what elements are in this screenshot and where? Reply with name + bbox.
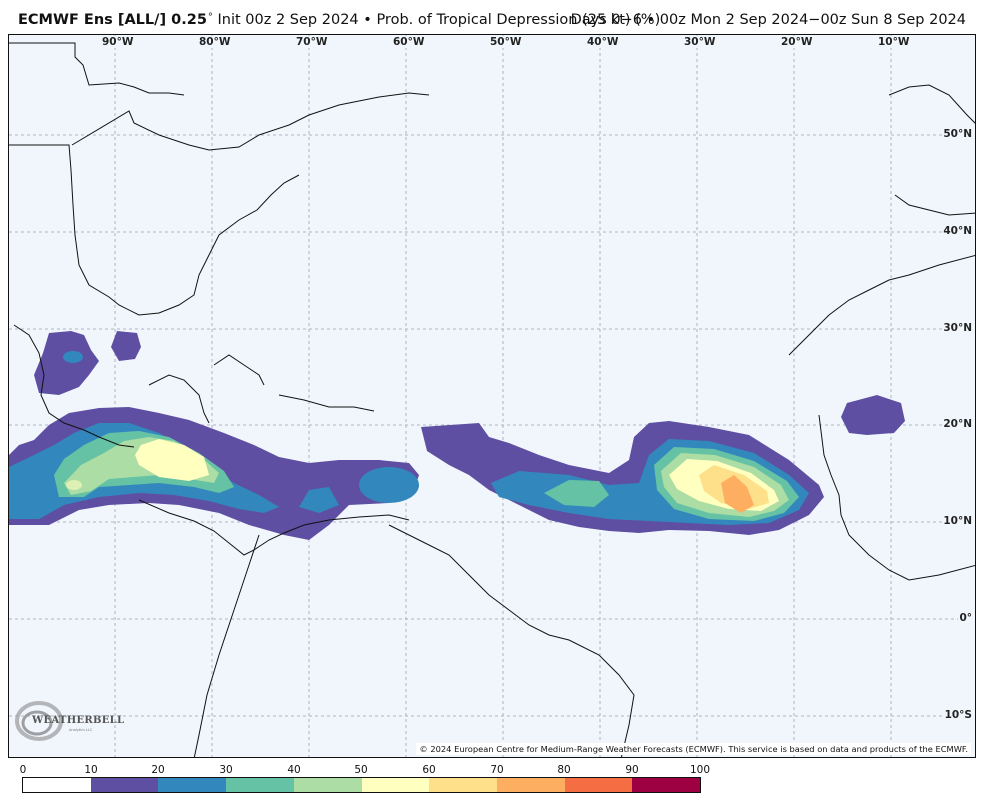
map-panel: 90°W 80°W 70°W 60°W 50°W 40°W 30°W 20°W … (8, 34, 976, 758)
lat-label-30n: 30°N (942, 322, 973, 334)
colorbar-bin-70-80 (496, 778, 565, 792)
lon-label-60w: 60°W (392, 36, 426, 48)
lon-label-80w: 80°W (198, 36, 232, 48)
colorbar-bin-30-40 (226, 778, 294, 792)
lat-label-10n: 10°N (942, 515, 973, 527)
colorbar-bin-90-100 (632, 778, 701, 792)
swirl-icon (15, 701, 63, 741)
colorbar-bin-40-50 (293, 778, 362, 792)
weatherbell-logo: WEATHERBELL Analytics LLC (13, 699, 124, 743)
lon-label-30w: 30°W (683, 36, 717, 48)
lat-label-10s: 10°S (943, 709, 973, 721)
lat-label-50n: 50°N (942, 128, 973, 140)
colorbar-bin-80-90 (564, 778, 633, 792)
colorbar-tick: 80 (557, 764, 571, 776)
lat-label-20n: 20°N (942, 418, 973, 430)
degree-symbol: ° (207, 12, 213, 23)
colorbar-tick: 20 (151, 764, 165, 776)
colorbar-tick: 90 (625, 764, 639, 776)
lat-label-0: 0° (958, 612, 973, 624)
probability-shading (9, 331, 905, 540)
colorbar-tick: 0 (19, 764, 27, 776)
colorbar-tick: 70 (490, 764, 504, 776)
colorbar-tick: 50 (354, 764, 368, 776)
lat-label-40n: 40°N (942, 225, 973, 237)
colorbar-tick: 10 (84, 764, 98, 776)
title-bullet: • (363, 12, 372, 28)
init-time: Init 00z 2 Sep 2024 (217, 12, 359, 28)
colorbar (22, 777, 701, 793)
colorbar-tick: 100 (689, 764, 711, 776)
lon-label-70w: 70°W (295, 36, 329, 48)
valid-period: Days 0−6 • 00z Mon 2 Sep 2024−00z Sun 8 … (570, 12, 966, 28)
coastlines (9, 42, 975, 757)
title-bar: ECMWF Ens [ALL/] 0.25° Init 00z 2 Sep 20… (0, 0, 984, 34)
colorbar-bin-10-20 (90, 778, 159, 792)
lon-label-50w: 50°W (489, 36, 523, 48)
colorbar-bin-60-70 (429, 778, 497, 792)
colorbar-tick: 60 (422, 764, 436, 776)
map-title: ECMWF Ens [ALL/] 0.25° Init 00z 2 Sep 20… (18, 12, 660, 28)
copyright-notice: © 2024 European Centre for Medium-Range … (416, 743, 971, 755)
map-canvas (9, 35, 975, 757)
lon-label-90w: 90°W (101, 36, 135, 48)
colorbar-bin-20-30 (158, 778, 227, 792)
colorbar-bin-0-10 (23, 778, 91, 792)
lon-label-40w: 40°W (586, 36, 620, 48)
lon-label-20w: 20°W (780, 36, 814, 48)
colorbar-tick: 40 (287, 764, 301, 776)
logo-subtext: Analytics LLC (69, 728, 93, 732)
colorbar-bin-50-60 (361, 778, 430, 792)
model-name: ECMWF Ens [ALL/] 0.25 (18, 12, 207, 28)
product-name: Prob. of Tropical Depression (25 kt) (%) (376, 12, 661, 28)
logo-text: WEATHERBELL (32, 715, 125, 726)
graticule (9, 35, 975, 757)
colorbar-tick: 30 (219, 764, 233, 776)
lon-label-10w: 10°W (877, 36, 911, 48)
